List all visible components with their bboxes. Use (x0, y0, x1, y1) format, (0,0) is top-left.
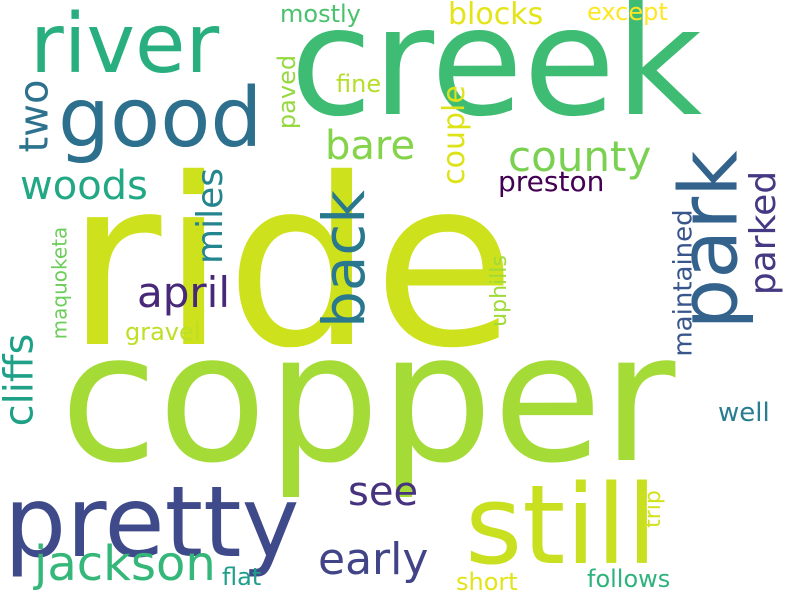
word-two: two (11, 79, 58, 153)
word-back: back (309, 190, 378, 328)
word-creek: creek (290, 0, 703, 150)
word-mostly: mostly (280, 0, 361, 28)
word-woods: woods (20, 163, 148, 209)
word-bare: bare (325, 123, 416, 169)
word-pretty: pretty (4, 466, 300, 580)
word-ride: ride (66, 129, 516, 399)
word-flat: flat (222, 563, 262, 591)
word-cliffs: cliffs (0, 333, 43, 427)
word-miles: miles (189, 168, 231, 264)
word-short: short (456, 568, 518, 596)
word-early: early (318, 534, 429, 585)
word-jackson: jackson (34, 536, 216, 592)
word-april: april (137, 268, 231, 317)
word-fine: fine (336, 70, 382, 98)
word-river: river (30, 0, 220, 92)
word-maintained: maintained (668, 209, 699, 357)
word-preston: preston (498, 165, 605, 198)
word-except: except (587, 0, 668, 26)
word-uphills: uphills (486, 255, 512, 327)
word-well: well (718, 398, 770, 428)
word-still: still (465, 461, 658, 589)
word-blocks: blocks (448, 0, 544, 32)
word-see: see (348, 469, 419, 515)
word-couple: couple (436, 85, 472, 185)
word-copper: copper (60, 295, 676, 502)
word-good: good (58, 71, 263, 166)
word-maquoketa: maquoketa (47, 226, 72, 340)
word-follows: follows (587, 565, 671, 593)
word-gravel: gravel (125, 318, 201, 346)
word-parked: parked (743, 170, 785, 296)
word-paved: paved (273, 54, 302, 130)
word-county: county (508, 132, 652, 181)
word-trip: trip (640, 490, 666, 528)
